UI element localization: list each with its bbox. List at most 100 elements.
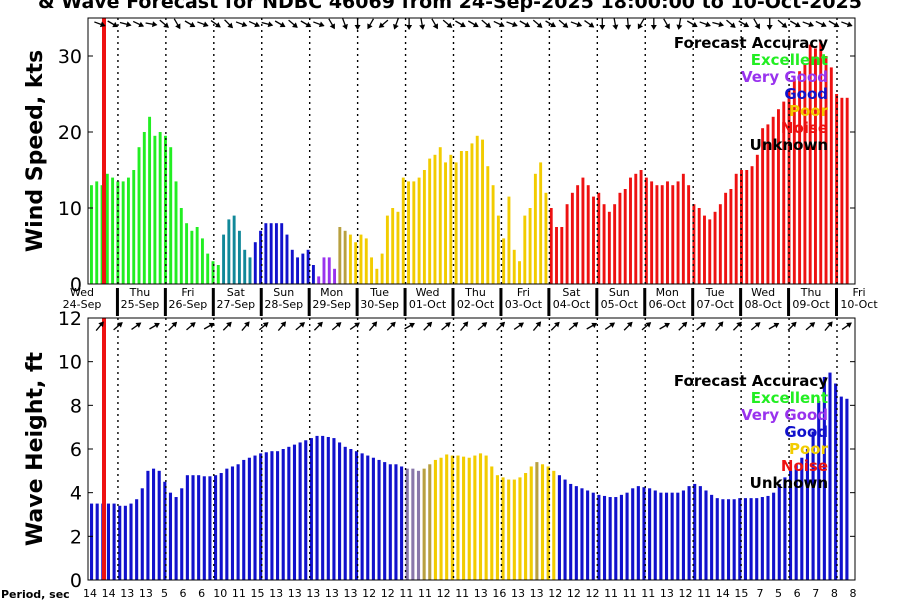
direction-arrow bbox=[550, 321, 560, 331]
bar bbox=[507, 196, 511, 284]
bar bbox=[518, 261, 521, 284]
period-value: 16 bbox=[492, 587, 506, 600]
bar bbox=[142, 132, 146, 284]
bar bbox=[828, 372, 832, 580]
bar bbox=[591, 492, 595, 580]
bar bbox=[180, 488, 184, 580]
bar bbox=[772, 492, 776, 580]
bar bbox=[153, 135, 157, 284]
bar bbox=[327, 257, 331, 284]
bar bbox=[655, 185, 659, 284]
bar bbox=[798, 71, 802, 284]
direction-arrow bbox=[131, 322, 142, 330]
bar bbox=[557, 475, 561, 580]
bar bbox=[766, 124, 770, 285]
bar bbox=[563, 479, 567, 580]
bar bbox=[718, 204, 722, 284]
bar bbox=[211, 261, 215, 284]
direction-arrow bbox=[715, 321, 724, 332]
bar bbox=[95, 503, 99, 580]
legend-item: Unknown bbox=[750, 136, 828, 154]
bar bbox=[90, 185, 93, 284]
direction-arrow bbox=[766, 18, 773, 30]
day-tick bbox=[547, 288, 551, 316]
direction-arrow bbox=[210, 20, 221, 28]
bar bbox=[462, 456, 466, 580]
direction-arrow bbox=[354, 18, 361, 30]
y-tick-label: 12 bbox=[58, 308, 82, 330]
legend-item: Good bbox=[784, 85, 828, 103]
bar bbox=[619, 494, 623, 580]
day-tick bbox=[691, 288, 695, 316]
bar bbox=[338, 442, 342, 580]
bar bbox=[348, 234, 352, 284]
bar bbox=[586, 490, 590, 580]
day-tick bbox=[307, 288, 311, 316]
bar bbox=[698, 486, 702, 580]
direction-arrow bbox=[519, 20, 531, 28]
bar bbox=[247, 457, 251, 580]
bar bbox=[644, 177, 648, 284]
direction-arrow bbox=[331, 322, 342, 331]
legend-item: Excellent bbox=[751, 51, 828, 69]
bar bbox=[540, 464, 545, 580]
bar bbox=[724, 192, 728, 284]
direction-arrow bbox=[258, 322, 269, 331]
bar bbox=[332, 438, 336, 580]
bar bbox=[90, 503, 94, 580]
day-tick bbox=[739, 288, 743, 316]
period-value: 12 bbox=[679, 587, 693, 600]
bar bbox=[697, 208, 701, 284]
bar bbox=[845, 97, 849, 284]
date-label: 25-Sep bbox=[121, 298, 160, 311]
direction-arrow bbox=[248, 20, 260, 28]
bar bbox=[738, 498, 742, 581]
bar bbox=[380, 253, 384, 284]
bar bbox=[95, 181, 99, 284]
period-value: 6 bbox=[180, 587, 187, 600]
bar bbox=[129, 503, 133, 580]
bar bbox=[822, 376, 826, 580]
direction-arrow bbox=[623, 321, 633, 331]
bar bbox=[168, 492, 173, 580]
bar bbox=[445, 454, 449, 580]
period-value: 13 bbox=[474, 587, 488, 600]
bar bbox=[366, 455, 370, 580]
bar bbox=[502, 238, 506, 284]
bar bbox=[824, 56, 828, 284]
day-label: Fri bbox=[181, 286, 194, 299]
legend-item: Good bbox=[784, 423, 828, 441]
bar bbox=[354, 451, 359, 580]
direction-arrow bbox=[378, 19, 389, 28]
bar bbox=[190, 230, 194, 284]
direction-arrow bbox=[368, 321, 378, 332]
day-label: Tue bbox=[705, 286, 725, 299]
bar bbox=[817, 400, 821, 580]
bar bbox=[467, 457, 471, 580]
period-value: 13 bbox=[325, 587, 339, 600]
period-value: 15 bbox=[734, 587, 748, 600]
direction-arrow bbox=[532, 321, 542, 332]
direction-arrow bbox=[149, 322, 160, 330]
bar bbox=[659, 492, 663, 580]
bar bbox=[264, 223, 268, 284]
bar bbox=[248, 257, 252, 284]
direction-arrow bbox=[599, 18, 606, 30]
bar bbox=[450, 455, 454, 580]
bar bbox=[465, 151, 469, 284]
bar bbox=[576, 185, 580, 284]
period-value: 12 bbox=[362, 587, 376, 600]
direction-arrow bbox=[460, 321, 469, 332]
bar bbox=[623, 189, 627, 284]
bar bbox=[222, 234, 226, 284]
bar bbox=[449, 154, 453, 284]
direction-arrow bbox=[678, 321, 688, 331]
bar bbox=[400, 466, 404, 580]
y-tick-label: 4 bbox=[70, 483, 82, 505]
date-label: 02-Oct bbox=[457, 298, 495, 311]
bar bbox=[782, 101, 786, 284]
bar bbox=[512, 249, 516, 284]
direction-arrow bbox=[696, 322, 706, 331]
bar bbox=[416, 470, 421, 580]
bar bbox=[570, 192, 574, 284]
